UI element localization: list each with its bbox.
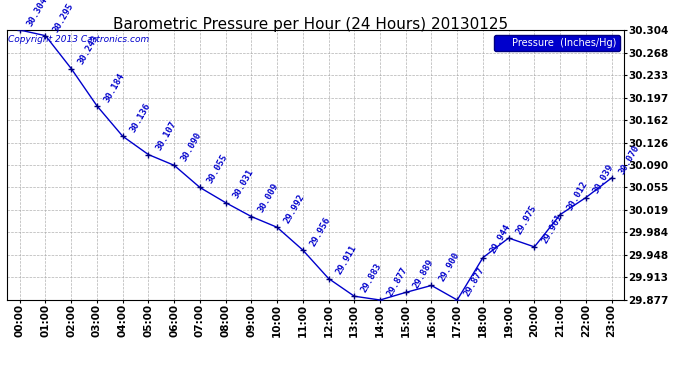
Text: 29.889: 29.889 xyxy=(411,258,435,290)
Text: 29.877: 29.877 xyxy=(386,266,409,298)
Text: 29.992: 29.992 xyxy=(283,193,306,225)
Text: 30.039: 30.039 xyxy=(591,163,615,195)
Text: 30.055: 30.055 xyxy=(206,153,229,185)
Text: 30.090: 30.090 xyxy=(179,131,204,163)
Text: 29.961: 29.961 xyxy=(540,212,564,245)
Text: 30.243: 30.243 xyxy=(77,34,101,66)
Text: 30.304: 30.304 xyxy=(26,0,49,28)
Text: 30.070: 30.070 xyxy=(617,143,641,176)
Text: 29.911: 29.911 xyxy=(334,244,358,276)
Text: 30.107: 30.107 xyxy=(154,120,178,152)
Text: 29.975: 29.975 xyxy=(514,203,538,236)
Text: Copyright 2013 Cartronics.com: Copyright 2013 Cartronics.com xyxy=(8,35,150,44)
Text: 29.956: 29.956 xyxy=(308,216,333,248)
Text: 30.012: 30.012 xyxy=(566,180,589,213)
Text: 30.031: 30.031 xyxy=(231,168,255,201)
Text: 30.184: 30.184 xyxy=(103,71,126,104)
Text: 29.944: 29.944 xyxy=(489,223,513,255)
Text: Barometric Pressure per Hour (24 Hours) 20130125: Barometric Pressure per Hour (24 Hours) … xyxy=(113,17,508,32)
Legend: Pressure  (Inches/Hg): Pressure (Inches/Hg) xyxy=(494,35,620,51)
Text: 29.883: 29.883 xyxy=(359,262,384,294)
Text: 30.295: 30.295 xyxy=(51,1,75,33)
Text: 29.900: 29.900 xyxy=(437,251,461,283)
Text: 30.136: 30.136 xyxy=(128,102,152,134)
Text: 29.877: 29.877 xyxy=(463,266,486,298)
Text: 30.009: 30.009 xyxy=(257,182,281,214)
